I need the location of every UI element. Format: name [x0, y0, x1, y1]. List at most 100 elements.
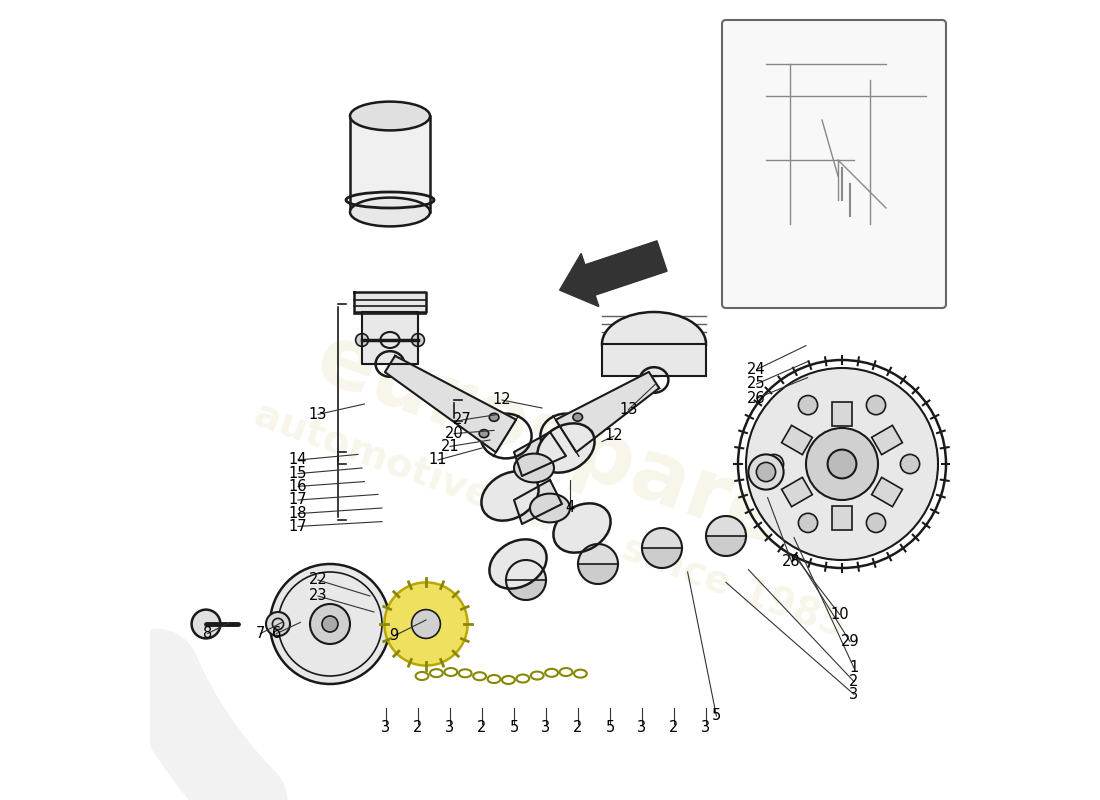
Ellipse shape	[867, 395, 886, 414]
Ellipse shape	[411, 610, 440, 638]
Polygon shape	[706, 536, 746, 556]
Ellipse shape	[490, 414, 499, 422]
Ellipse shape	[322, 616, 338, 632]
Text: 25: 25	[747, 377, 766, 391]
Ellipse shape	[799, 395, 817, 414]
Ellipse shape	[490, 539, 547, 589]
Ellipse shape	[553, 503, 610, 553]
Text: 23: 23	[309, 589, 328, 603]
Ellipse shape	[901, 454, 920, 474]
Polygon shape	[578, 564, 618, 584]
Polygon shape	[354, 292, 426, 312]
Bar	[871, 478, 902, 506]
Polygon shape	[642, 528, 682, 548]
Text: 8: 8	[204, 626, 212, 641]
Text: 22: 22	[309, 573, 328, 587]
FancyArrow shape	[560, 241, 667, 306]
Ellipse shape	[538, 423, 595, 473]
Ellipse shape	[748, 454, 783, 490]
Polygon shape	[506, 560, 546, 580]
Text: 14: 14	[288, 453, 307, 467]
Text: 3: 3	[637, 721, 647, 735]
Ellipse shape	[384, 582, 468, 666]
Text: 12: 12	[493, 393, 512, 407]
Text: 20: 20	[444, 426, 463, 441]
Ellipse shape	[847, 209, 854, 215]
Text: automotive parts since 1985: automotive parts since 1985	[250, 395, 850, 645]
Text: 5: 5	[712, 709, 720, 723]
FancyBboxPatch shape	[722, 20, 946, 308]
Text: 3: 3	[382, 721, 390, 735]
Text: 27: 27	[452, 413, 472, 427]
Ellipse shape	[482, 471, 539, 521]
Ellipse shape	[310, 604, 350, 644]
Bar	[602, 344, 706, 376]
Text: 15: 15	[288, 466, 307, 481]
Ellipse shape	[191, 610, 220, 638]
Polygon shape	[514, 480, 562, 524]
Text: 2: 2	[573, 721, 583, 735]
Ellipse shape	[583, 430, 593, 438]
Ellipse shape	[411, 334, 425, 346]
Text: 11: 11	[429, 453, 448, 467]
Text: 2: 2	[477, 721, 486, 735]
Text: 16: 16	[288, 479, 307, 494]
Bar	[832, 402, 852, 426]
Ellipse shape	[480, 430, 488, 438]
Polygon shape	[556, 372, 659, 452]
Ellipse shape	[806, 428, 878, 500]
Text: 2: 2	[849, 674, 859, 689]
Bar	[871, 426, 902, 454]
Text: 13: 13	[619, 402, 638, 417]
Ellipse shape	[355, 334, 368, 346]
Text: 13: 13	[309, 407, 327, 422]
Text: 28: 28	[782, 554, 801, 569]
Ellipse shape	[530, 494, 570, 522]
Polygon shape	[578, 544, 618, 564]
Text: 10: 10	[830, 607, 849, 622]
Text: 12: 12	[605, 429, 624, 443]
Text: 17: 17	[288, 519, 307, 534]
Text: 2: 2	[414, 721, 422, 735]
Polygon shape	[385, 356, 516, 452]
Polygon shape	[506, 580, 546, 600]
Text: 24: 24	[747, 362, 766, 377]
Ellipse shape	[846, 98, 862, 110]
Ellipse shape	[837, 191, 847, 201]
Ellipse shape	[514, 454, 554, 482]
Bar	[350, 116, 430, 212]
Text: 21: 21	[441, 439, 460, 454]
Ellipse shape	[350, 102, 430, 130]
Ellipse shape	[799, 514, 817, 533]
Text: 17: 17	[288, 493, 307, 507]
Polygon shape	[642, 548, 682, 568]
Text: 3: 3	[541, 721, 551, 735]
Text: 4: 4	[565, 501, 574, 515]
Polygon shape	[362, 312, 418, 364]
Ellipse shape	[827, 450, 857, 478]
Ellipse shape	[602, 312, 706, 376]
Ellipse shape	[266, 612, 290, 636]
Text: 9: 9	[389, 629, 398, 643]
Text: 3: 3	[446, 721, 454, 735]
Ellipse shape	[350, 198, 430, 226]
Text: eurospare: eurospare	[304, 317, 796, 563]
Text: 2: 2	[669, 721, 679, 735]
Text: 26: 26	[747, 391, 766, 406]
Polygon shape	[514, 432, 566, 476]
Text: 18: 18	[288, 506, 307, 521]
Text: 29: 29	[840, 634, 859, 649]
Ellipse shape	[573, 413, 583, 421]
Bar	[832, 506, 852, 530]
Text: 3: 3	[702, 721, 711, 735]
Text: 3: 3	[849, 687, 859, 702]
Ellipse shape	[867, 514, 886, 533]
Text: 6: 6	[272, 626, 280, 641]
Bar	[782, 426, 813, 454]
Text: 5: 5	[509, 721, 518, 735]
Ellipse shape	[746, 368, 938, 560]
Text: 5: 5	[605, 721, 615, 735]
Text: 7: 7	[255, 626, 265, 641]
Bar	[782, 478, 813, 506]
Text: 1: 1	[849, 661, 859, 675]
